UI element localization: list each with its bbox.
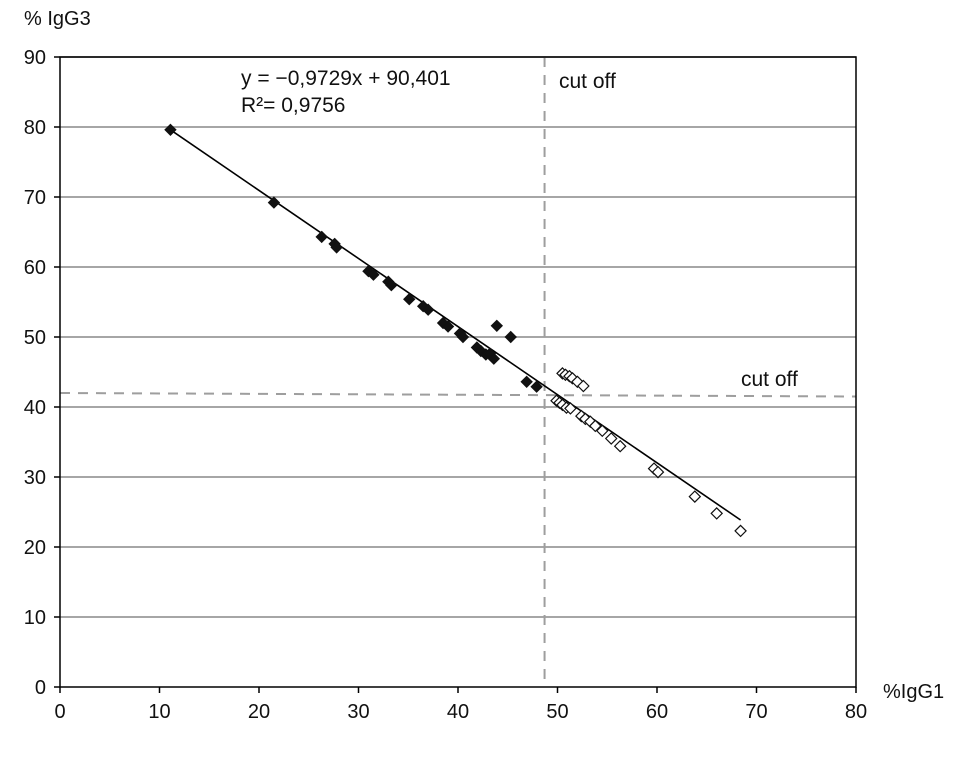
y-tick-label-10: 10: [24, 607, 46, 629]
x-tick-label-40: 40: [447, 701, 469, 723]
filled-diamond-point-11: [421, 303, 435, 316]
vertical-cutoff-label: cut off: [559, 70, 616, 93]
filled-diamond-point-8: [385, 278, 398, 292]
open-diamond-point-5: [577, 379, 590, 393]
y-tick-label-0: 0: [35, 677, 46, 699]
trendline-group: [169, 129, 742, 521]
x-tick-label-60: 60: [646, 701, 668, 723]
x-tick-label-70: 70: [745, 701, 767, 723]
chart-labels: % IgG3 %IgG1 y = −0,9729x + 90,401 R²= 0…: [24, 8, 944, 703]
open-diamond-point-17: [613, 439, 627, 453]
y-tick-label-90: 90: [24, 47, 46, 69]
y-tick-label-80: 80: [24, 117, 46, 139]
x-tick-label-50: 50: [546, 701, 568, 723]
y-tick-label-60: 60: [24, 257, 46, 279]
axes: 0 10 20 30 40 50 60 70 80 90 0 10 20 30 40 50 60 70 80: [24, 47, 867, 723]
x-tick-label-80: 80: [845, 701, 867, 723]
x-tick-label-0: 0: [54, 701, 65, 723]
open-diamond-point-14: [588, 419, 602, 433]
filled-diamond-point-22: [504, 330, 517, 344]
filled-diamond-point-13: [441, 320, 455, 333]
filled-diamond-point-9: [403, 292, 416, 306]
open-diamond-point-10: [564, 402, 577, 415]
horizontal-cutoff-label: cut off: [741, 368, 798, 391]
filled-diamond-point-2: [315, 230, 328, 244]
filled-diamond-point-0: [164, 123, 177, 137]
open-diamond-point-19: [651, 465, 665, 479]
filled-diamond-point-15: [456, 330, 470, 344]
open-diamond-point-20: [688, 490, 702, 503]
open-diamond-point-15: [595, 424, 609, 438]
filled-diamond-point-4: [330, 241, 343, 254]
y-tick-label-70: 70: [24, 187, 46, 209]
open-diamond-point-21: [710, 507, 724, 520]
filled-diamond-point-21: [490, 319, 504, 333]
filled-diamond-point-20: [487, 352, 501, 365]
filled-diamond-point-24: [530, 380, 543, 393]
y-tick-label-50: 50: [24, 327, 46, 349]
filled-diamond-point-23: [520, 375, 533, 389]
plot-frame: [59, 56, 857, 688]
data-points: [164, 123, 747, 538]
y-tick-label-30: 30: [24, 467, 46, 489]
x-tick-label-20: 20: [248, 701, 270, 723]
x-axis-title: %IgG1: [883, 681, 944, 703]
horizontal-cutoff-line: [59, 392, 857, 398]
trendline-equation: y = −0,9729x + 90,401: [241, 67, 451, 90]
filled-diamond-point-6: [367, 268, 380, 281]
y-tick-label-20: 20: [24, 537, 46, 559]
filled-diamond-point-1: [267, 196, 281, 209]
cutoff-lines: [59, 57, 857, 687]
x-tick-label-30: 30: [347, 701, 369, 723]
x-tick-label-10: 10: [148, 701, 170, 723]
regression-line: [169, 129, 742, 521]
y-axis-title: % IgG3: [24, 8, 91, 30]
r-squared-label: R²= 0,9756: [241, 94, 346, 117]
open-diamond-point-22: [734, 524, 747, 538]
open-diamond-point-16: [604, 432, 618, 445]
y-tick-label-40: 40: [24, 397, 46, 419]
